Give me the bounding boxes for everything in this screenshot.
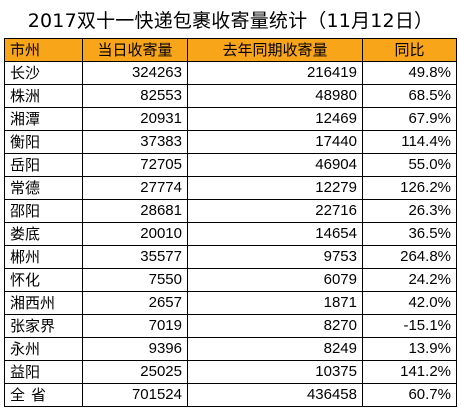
cell-last-year[interactable]: 12469 <box>187 107 363 131</box>
cell-city[interactable]: 株洲 <box>4 84 83 108</box>
header-today-volume[interactable]: 当日收寄量 <box>82 38 188 62</box>
cell-yoy[interactable]: 36.5% <box>362 222 457 246</box>
table-row: 湘潭 20931 12469 67.9% <box>4 107 457 131</box>
table-row: 湘西州 2657 1871 42.0% <box>4 291 457 315</box>
cell-yoy[interactable]: 126.2% <box>362 176 457 200</box>
cell-total-label[interactable]: 全省 <box>4 383 83 407</box>
cell-yoy[interactable]: 264.8% <box>362 245 457 269</box>
cell-yoy[interactable]: 68.5% <box>362 84 457 108</box>
table-row: 常德 27774 12279 126.2% <box>4 176 457 200</box>
table-row: 衡阳 37383 17440 114.4% <box>4 130 457 154</box>
header-yoy[interactable]: 同比 <box>362 38 457 62</box>
cell-today[interactable]: 82553 <box>82 84 188 108</box>
cell-last-year[interactable]: 17440 <box>187 130 363 154</box>
cell-today[interactable]: 2657 <box>82 291 188 315</box>
cell-last-year[interactable]: 14654 <box>187 222 363 246</box>
cell-today[interactable]: 9396 <box>82 337 188 361</box>
cell-today[interactable]: 35577 <box>82 245 188 269</box>
cell-today[interactable]: 37383 <box>82 130 188 154</box>
header-city[interactable]: 市州 <box>4 38 83 62</box>
table-row: 永州 9396 8249 13.9% <box>4 337 457 361</box>
cell-last-year[interactable]: 12279 <box>187 176 363 200</box>
cell-city[interactable]: 张家界 <box>4 314 83 338</box>
cell-last-year[interactable]: 22716 <box>187 199 363 223</box>
cell-city[interactable]: 长沙 <box>4 61 83 85</box>
sheet-title: 2017双十一快递包裹收寄量统计（11月12日） <box>27 9 434 32</box>
table-row: 郴州 35577 9753 264.8% <box>4 245 457 269</box>
cell-city[interactable]: 怀化 <box>4 268 83 292</box>
cell-city[interactable]: 永州 <box>4 337 83 361</box>
cell-city[interactable]: 益阳 <box>4 360 83 384</box>
cell-today[interactable]: 7550 <box>82 268 188 292</box>
cell-last-year[interactable]: 8270 <box>187 314 363 338</box>
cell-today[interactable]: 20010 <box>82 222 188 246</box>
cell-yoy[interactable]: 24.2% <box>362 268 457 292</box>
cell-today[interactable]: 28681 <box>82 199 188 223</box>
cell-last-year[interactable]: 9753 <box>187 245 363 269</box>
header-last-year-volume[interactable]: 去年同期收寄量 <box>187 38 363 62</box>
cell-city[interactable]: 岳阳 <box>4 153 83 177</box>
express-parcel-table: 市州 当日收寄量 去年同期收寄量 同比 长沙 324263 216419 49.… <box>4 38 457 407</box>
cell-city[interactable]: 常德 <box>4 176 83 200</box>
cell-city[interactable]: 娄底 <box>4 222 83 246</box>
cell-total-last-year[interactable]: 436458 <box>187 383 363 407</box>
total-row: 全省 701524 436458 60.7% <box>4 383 457 407</box>
table-row: 益阳 25025 10375 141.2% <box>4 360 457 384</box>
cell-last-year[interactable]: 48980 <box>187 84 363 108</box>
cell-yoy[interactable]: 114.4% <box>362 130 457 154</box>
cell-yoy[interactable]: 55.0% <box>362 153 457 177</box>
cell-yoy[interactable]: 49.8% <box>362 61 457 85</box>
cell-today[interactable]: 20931 <box>82 107 188 131</box>
cell-today[interactable]: 27774 <box>82 176 188 200</box>
cell-total-today[interactable]: 701524 <box>82 383 188 407</box>
cell-yoy[interactable]: 26.3% <box>362 199 457 223</box>
table-row: 邵阳 28681 22716 26.3% <box>4 199 457 223</box>
cell-city[interactable]: 邵阳 <box>4 199 83 223</box>
table-row: 长沙 324263 216419 49.8% <box>4 61 457 85</box>
cell-today[interactable]: 72705 <box>82 153 188 177</box>
cell-city[interactable]: 郴州 <box>4 245 83 269</box>
cell-yoy[interactable]: 13.9% <box>362 337 457 361</box>
cell-last-year[interactable]: 10375 <box>187 360 363 384</box>
cell-city[interactable]: 湘潭 <box>4 107 83 131</box>
cell-today[interactable]: 7019 <box>82 314 188 338</box>
cell-last-year[interactable]: 1871 <box>187 291 363 315</box>
cell-total-yoy[interactable]: 60.7% <box>362 383 457 407</box>
table-row: 岳阳 72705 46904 55.0% <box>4 153 457 177</box>
cell-yoy[interactable]: 42.0% <box>362 291 457 315</box>
cell-today[interactable]: 324263 <box>82 61 188 85</box>
table-row: 株洲 82553 48980 68.5% <box>4 84 457 108</box>
cell-today[interactable]: 25025 <box>82 360 188 384</box>
cell-last-year[interactable]: 6079 <box>187 268 363 292</box>
cell-last-year[interactable]: 46904 <box>187 153 363 177</box>
table-row: 怀化 7550 6079 24.2% <box>4 268 457 292</box>
header-row: 市州 当日收寄量 去年同期收寄量 同比 <box>4 38 457 62</box>
cell-yoy[interactable]: 67.9% <box>362 107 457 131</box>
cell-last-year[interactable]: 216419 <box>187 61 363 85</box>
table-row: 张家界 7019 8270 -15.1% <box>4 314 457 338</box>
cell-yoy[interactable]: 141.2% <box>362 360 457 384</box>
cell-last-year[interactable]: 8249 <box>187 337 363 361</box>
cell-city[interactable]: 衡阳 <box>4 130 83 154</box>
cell-yoy[interactable]: -15.1% <box>362 314 457 338</box>
table-row: 娄底 20010 14654 36.5% <box>4 222 457 246</box>
cell-city[interactable]: 湘西州 <box>4 291 83 315</box>
